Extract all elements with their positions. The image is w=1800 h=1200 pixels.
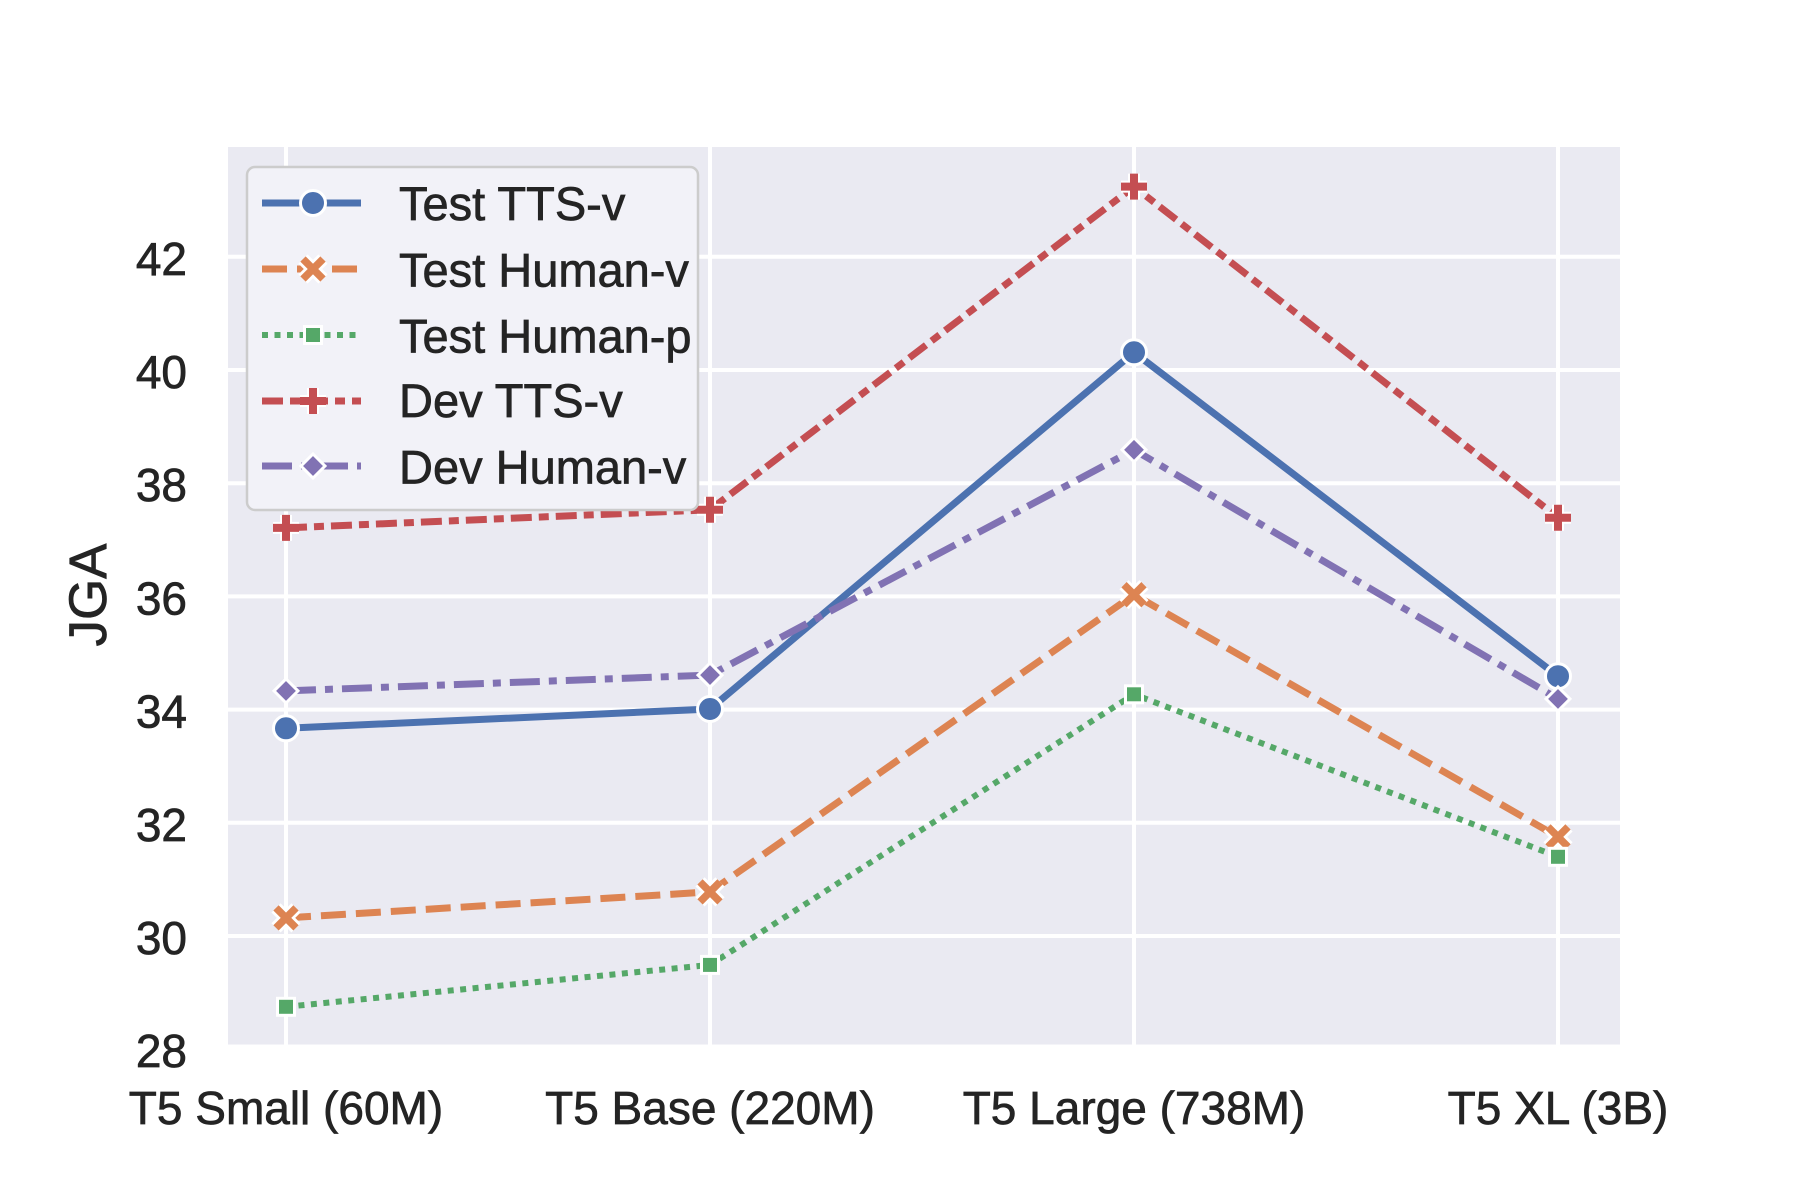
svg-text:T5 Small (60M): T5 Small (60M) — [129, 1082, 443, 1134]
svg-text:T5 Large (738M): T5 Large (738M) — [963, 1082, 1306, 1134]
svg-text:36: 36 — [136, 572, 187, 624]
svg-text:Test TTS-v: Test TTS-v — [399, 177, 626, 230]
svg-text:28: 28 — [136, 1025, 187, 1077]
svg-text:34: 34 — [136, 686, 187, 738]
svg-text:T5 Base (220M): T5 Base (220M) — [545, 1082, 875, 1134]
svg-text:Test Human-p: Test Human-p — [399, 310, 692, 363]
svg-text:Dev TTS-v: Dev TTS-v — [399, 374, 623, 427]
svg-text:30: 30 — [136, 912, 187, 964]
svg-text:42: 42 — [136, 233, 187, 285]
svg-text:38: 38 — [136, 459, 187, 511]
svg-text:32: 32 — [136, 799, 187, 851]
svg-text:T5 XL (3B): T5 XL (3B) — [1448, 1082, 1669, 1134]
svg-text:Test Human-v: Test Human-v — [399, 244, 689, 297]
svg-text:40: 40 — [136, 346, 187, 398]
svg-text:Dev Human-v: Dev Human-v — [399, 441, 687, 494]
svg-text:JGA: JGA — [59, 543, 118, 647]
